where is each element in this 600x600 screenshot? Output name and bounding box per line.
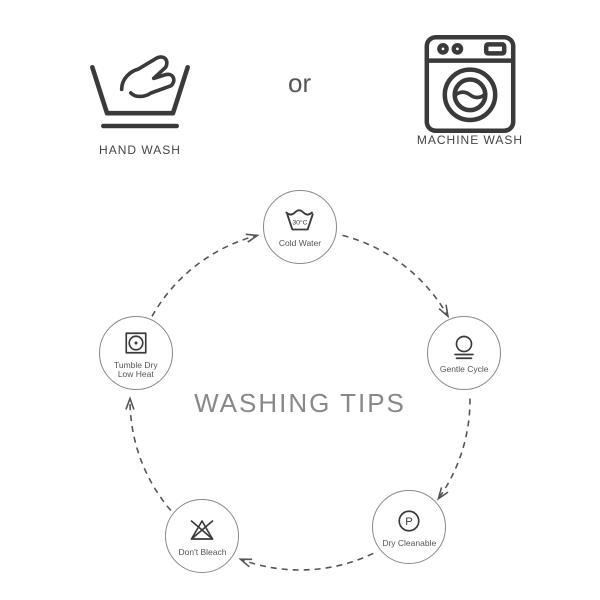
tip-circle: P Dry Cleanable (372, 490, 446, 564)
tip-label: Dry Cleanable (382, 539, 436, 548)
tumbledry-icon (121, 328, 151, 358)
circleP-icon: P (394, 506, 424, 536)
tip-label: Gentle Cycle (440, 365, 489, 374)
tip-label: Cold Water (279, 239, 321, 248)
tip-bleach: Don't Bleach (162, 499, 242, 579)
tip-dryclean: P Dry Cleanable (369, 490, 449, 570)
tip-circle: 30°C Cold Water (263, 190, 337, 264)
tip-circle: Tumble Dry Low Heat (99, 316, 173, 390)
svg-text:30°C: 30°C (292, 218, 307, 226)
svg-text:P: P (406, 516, 414, 528)
tip-label: Don't Bleach (179, 548, 227, 557)
basin30-icon: 30°C (283, 206, 317, 236)
tip-cold: 30°C Cold Water (260, 190, 340, 270)
tip-label: Tumble Dry Low Heat (114, 361, 158, 379)
nobleach-icon (187, 515, 217, 545)
tip-circle: Don't Bleach (165, 499, 239, 573)
tip-gentle: Gentle Cycle (424, 316, 504, 396)
tip-tumble: Tumble Dry Low Heat (96, 316, 176, 396)
cycle-arrows (0, 0, 600, 600)
gentle-icon (449, 332, 479, 362)
cycle-title: WASHING TIPS (150, 388, 450, 419)
tip-circle: Gentle Cycle (427, 316, 501, 390)
